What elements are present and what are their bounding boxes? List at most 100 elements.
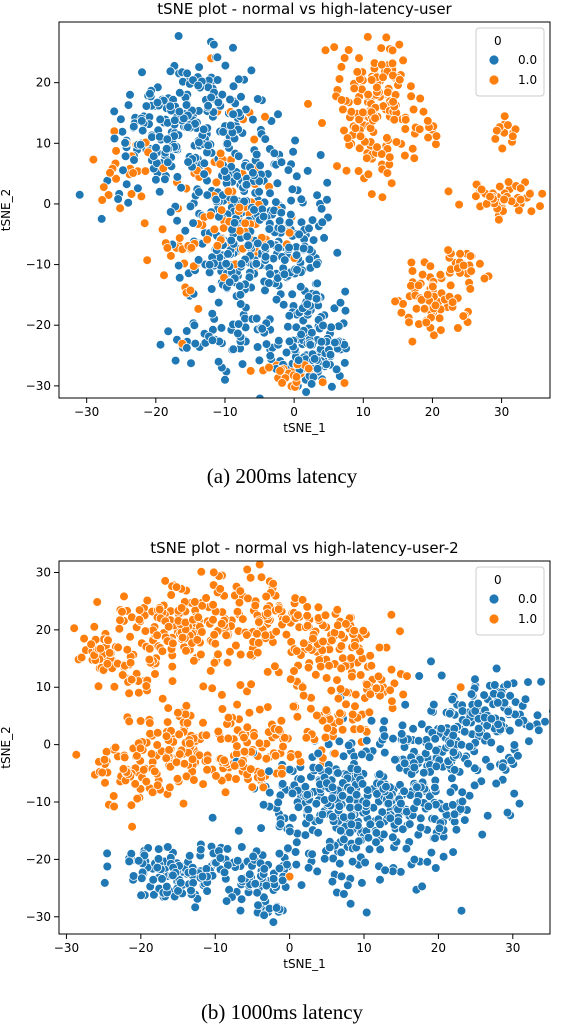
- data-point-series-1.0: [275, 366, 285, 376]
- data-point-series-0.0: [218, 127, 228, 137]
- data-point-series-1.0: [234, 202, 245, 213]
- x-tick-label: 10: [356, 405, 371, 419]
- data-point-series-1.0: [358, 626, 369, 636]
- data-point-series-0.0: [254, 187, 264, 197]
- data-point-series-0.0: [502, 807, 513, 818]
- data-point-series-1.0: [366, 189, 377, 199]
- data-point-series-0.0: [264, 766, 274, 777]
- data-point-series-1.0: [217, 704, 228, 714]
- data-point-series-0.0: [141, 101, 152, 111]
- data-point-series-0.0: [188, 218, 198, 228]
- data-point-series-1.0: [97, 195, 107, 205]
- data-point-series-0.0: [212, 52, 223, 63]
- data-point-series-0.0: [163, 326, 174, 337]
- data-point-series-0.0: [309, 354, 320, 364]
- data-point-series-1.0: [388, 97, 398, 107]
- data-point-series-0.0: [374, 769, 385, 780]
- data-point-series-1.0: [395, 626, 405, 636]
- data-point-series-0.0: [248, 114, 258, 125]
- data-point-series-0.0: [145, 89, 155, 99]
- data-point-series-1.0: [232, 741, 242, 751]
- x-axis-label: tSNE_1: [283, 421, 326, 435]
- data-point-series-1.0: [103, 635, 113, 646]
- data-point-series-0.0: [220, 374, 230, 385]
- data-point-series-0.0: [268, 253, 279, 264]
- data-point-series-0.0: [287, 788, 298, 799]
- data-point-series-1.0: [537, 188, 547, 199]
- data-point-series-0.0: [235, 289, 246, 300]
- data-point-series-0.0: [326, 322, 336, 333]
- data-point-series-0.0: [503, 706, 514, 717]
- data-point-series-0.0: [457, 787, 468, 798]
- data-point-series-0.0: [222, 844, 233, 854]
- legend-title: 0: [494, 34, 502, 48]
- data-point-series-1.0: [365, 689, 376, 700]
- data-point-series-0.0: [317, 809, 328, 820]
- x-tick-label: 20: [425, 405, 440, 419]
- data-point-series-0.0: [347, 856, 358, 867]
- x-tick-label: 0: [290, 405, 298, 419]
- data-point-series-0.0: [491, 663, 502, 674]
- data-point-series-0.0: [449, 809, 460, 820]
- data-point-series-1.0: [525, 189, 535, 199]
- data-point-series-1.0: [198, 681, 209, 692]
- data-point-series-1.0: [411, 303, 422, 314]
- data-point-series-0.0: [173, 31, 184, 41]
- data-point-series-0.0: [315, 150, 326, 160]
- data-point-series-1.0: [400, 124, 411, 134]
- data-point-series-1.0: [391, 137, 402, 147]
- data-point-series-1.0: [135, 716, 146, 726]
- data-point-series-0.0: [265, 188, 275, 199]
- axes-frame: [58, 21, 551, 399]
- data-point-series-1.0: [374, 642, 385, 653]
- data-point-series-0.0: [312, 363, 323, 374]
- y-axis-label: tSNE_2: [0, 726, 13, 769]
- data-point-series-1.0: [303, 99, 313, 109]
- data-point-series-1.0: [301, 733, 312, 743]
- data-point-series-1.0: [128, 168, 138, 178]
- data-point-series-0.0: [327, 876, 338, 887]
- data-point-series-1.0: [413, 280, 424, 291]
- data-point-series-0.0: [296, 329, 306, 340]
- data-point-series-1.0: [321, 673, 332, 683]
- data-point-series-1.0: [421, 317, 432, 328]
- data-point-series-1.0: [326, 685, 337, 696]
- tsne-chart-1000ms: tSNE plot - normal vs high-latency-user-…: [0, 539, 551, 971]
- data-point-series-0.0: [305, 339, 316, 350]
- data-point-series-1.0: [242, 630, 252, 640]
- data-point-series-0.0: [414, 671, 425, 681]
- data-point-series-0.0: [252, 342, 263, 352]
- y-tick-label: 30: [36, 565, 51, 579]
- data-point-series-1.0: [419, 303, 430, 314]
- data-point-series-1.0: [425, 261, 436, 272]
- data-point-series-1.0: [404, 317, 414, 328]
- data-point-series-1.0: [371, 683, 382, 694]
- data-point-series-1.0: [364, 707, 375, 718]
- data-point-series-1.0: [341, 619, 351, 629]
- data-point-series-0.0: [186, 885, 196, 896]
- data-point-series-1.0: [362, 679, 372, 690]
- data-point-series-0.0: [133, 183, 143, 194]
- data-point-series-0.0: [291, 171, 302, 182]
- data-point-series-0.0: [213, 97, 224, 108]
- data-point-series-0.0: [228, 42, 238, 53]
- data-point-series-1.0: [152, 780, 163, 791]
- data-point-series-1.0: [221, 630, 232, 641]
- data-point-series-1.0: [89, 622, 100, 632]
- data-point-series-1.0: [332, 161, 342, 171]
- data-point-series-0.0: [128, 871, 139, 881]
- data-point-series-1.0: [134, 605, 145, 615]
- data-point-series-0.0: [116, 114, 126, 124]
- data-point-series-1.0: [139, 218, 150, 229]
- data-point-series-1.0: [317, 118, 327, 128]
- data-point-series-1.0: [157, 693, 168, 704]
- data-point-series-0.0: [190, 338, 201, 349]
- data-point-series-1.0: [201, 593, 211, 603]
- data-point-series-1.0: [394, 39, 405, 50]
- data-point-series-1.0: [485, 191, 495, 202]
- data-point-series-0.0: [206, 92, 216, 103]
- data-point-series-0.0: [335, 825, 346, 836]
- data-point-series-0.0: [135, 139, 146, 150]
- data-point-series-1.0: [376, 149, 387, 159]
- data-point-series-1.0: [256, 572, 267, 582]
